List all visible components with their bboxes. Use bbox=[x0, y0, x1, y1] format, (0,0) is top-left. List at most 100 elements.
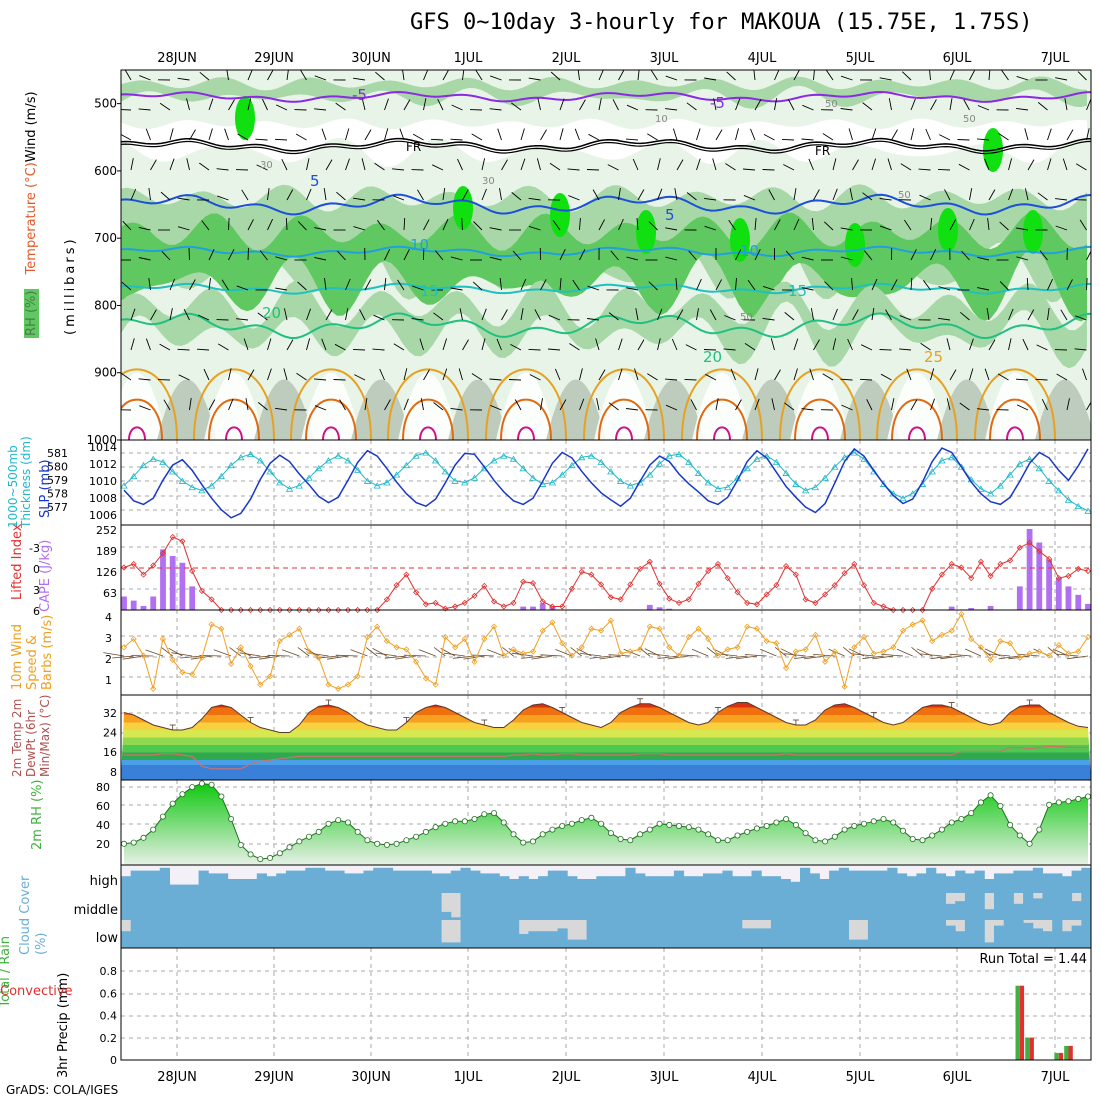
wind-barb bbox=[1086, 401, 1091, 411]
rh2m-ylabel: 2m RH (%) bbox=[30, 779, 45, 850]
rh-legend-label: RH (%) bbox=[24, 288, 39, 338]
cloud-bar-high bbox=[644, 876, 655, 893]
wind-barb bbox=[1027, 159, 1035, 171]
surface-wind-barb bbox=[248, 655, 271, 659]
wind-barb bbox=[548, 314, 561, 321]
cape-bar bbox=[530, 606, 536, 610]
bottom-date-label: 29JUN bbox=[254, 1070, 294, 1085]
cloud-bar-low bbox=[596, 920, 607, 948]
bottom-date-label: 3JUL bbox=[650, 1070, 680, 1085]
rh-dry-plume bbox=[204, 372, 264, 440]
cloud-bar-high bbox=[1023, 870, 1034, 893]
cloud-bar-high bbox=[635, 873, 646, 893]
wind-barb bbox=[275, 287, 288, 291]
wind-barb bbox=[384, 98, 389, 111]
thickness-point bbox=[246, 450, 255, 458]
temp-contour-25 bbox=[876, 368, 958, 440]
cloud-bar-middle bbox=[557, 893, 568, 920]
wind-barb bbox=[823, 221, 834, 231]
rh2m-point bbox=[831, 833, 838, 840]
thickness-point bbox=[149, 455, 157, 462]
wind-barb bbox=[286, 339, 294, 351]
wind-barb bbox=[1016, 256, 1029, 261]
cloud-bar-low bbox=[159, 920, 170, 948]
wind-barb bbox=[138, 108, 151, 111]
lifted-index-point bbox=[354, 606, 361, 614]
wind-barb bbox=[1008, 338, 1012, 351]
wind-barb bbox=[472, 281, 483, 291]
lifted-index-point bbox=[520, 578, 527, 585]
slp-tick-label: 1010 bbox=[89, 475, 117, 488]
wind-barb bbox=[520, 128, 525, 141]
wind-barb bbox=[397, 279, 405, 291]
wind-barb bbox=[189, 279, 196, 291]
rh2m-line bbox=[123, 782, 1089, 860]
rh2m-tick-label: 20 bbox=[96, 838, 110, 851]
cloud-bar-middle bbox=[518, 893, 529, 920]
wind-barb bbox=[840, 75, 853, 81]
wind-barb bbox=[999, 281, 1009, 291]
surface-wind-barb bbox=[691, 648, 709, 657]
wind-barb bbox=[832, 308, 838, 321]
surface-wind-barb bbox=[579, 653, 602, 657]
wind-barb bbox=[333, 379, 346, 381]
cloud-bar-middle bbox=[1032, 898, 1043, 920]
wind-barb bbox=[379, 368, 385, 381]
lifted-index-point bbox=[705, 567, 712, 575]
wind-barb bbox=[685, 344, 697, 351]
cloud-bar-high bbox=[780, 879, 791, 893]
surface-wind-barb bbox=[304, 647, 319, 657]
wind-barb bbox=[384, 399, 391, 411]
wind-barb bbox=[785, 250, 795, 261]
cloud-bar-middle bbox=[1042, 893, 1053, 920]
thickness-point bbox=[548, 479, 557, 486]
wind-barb bbox=[433, 402, 444, 411]
wind-barb bbox=[626, 256, 639, 261]
wind-barb bbox=[359, 309, 366, 321]
wind-speed-point bbox=[870, 650, 877, 657]
rh2m-point bbox=[812, 837, 819, 844]
wind-barb bbox=[946, 338, 951, 351]
thickness-point bbox=[977, 485, 985, 492]
cloud-bar-low bbox=[315, 920, 326, 948]
wind-speed-point bbox=[919, 617, 926, 624]
rh2m-point bbox=[617, 836, 624, 843]
wind-barb bbox=[323, 188, 327, 201]
lifted-index-point bbox=[403, 571, 410, 578]
cloud-bar-low bbox=[984, 942, 995, 948]
wind-barb bbox=[276, 104, 288, 111]
wind-speed-point bbox=[471, 658, 478, 665]
wind-barb bbox=[392, 195, 405, 201]
wind-barb bbox=[793, 188, 797, 201]
wind-barb bbox=[636, 217, 639, 231]
wind-barb bbox=[306, 188, 312, 201]
rh2m-point bbox=[695, 826, 702, 833]
lifted-index-point bbox=[744, 599, 751, 606]
cloud-bar-middle bbox=[567, 893, 578, 920]
cloud-bar-low bbox=[460, 920, 471, 948]
wind-barb bbox=[148, 278, 151, 291]
rh2m-point bbox=[1055, 799, 1062, 806]
wind-tick-label: 1 bbox=[105, 674, 112, 687]
cloud-bar-low bbox=[770, 920, 782, 948]
precip-total-bar bbox=[1054, 1052, 1059, 1060]
rh2m-point bbox=[958, 816, 965, 823]
rh2m-point bbox=[520, 839, 527, 846]
surface-wind-barb bbox=[375, 652, 397, 657]
thickness-point bbox=[285, 485, 294, 492]
wind-barb bbox=[657, 338, 661, 351]
wind-barb bbox=[169, 308, 173, 321]
rh2m-point bbox=[841, 826, 848, 833]
lifted-index-point bbox=[374, 606, 381, 614]
wind-speed-point bbox=[958, 611, 965, 618]
lifted-index-point bbox=[880, 603, 887, 610]
wind-barb bbox=[822, 133, 834, 141]
wind-speed-point bbox=[909, 621, 916, 628]
cloud-bar-high bbox=[897, 873, 908, 893]
cloud-bar-middle bbox=[703, 893, 714, 920]
cloud-bar-high bbox=[276, 873, 287, 893]
wind-barb bbox=[901, 71, 912, 81]
wind-barb bbox=[871, 158, 877, 171]
rh2m-point bbox=[802, 830, 809, 837]
rh2m-point bbox=[150, 826, 157, 833]
